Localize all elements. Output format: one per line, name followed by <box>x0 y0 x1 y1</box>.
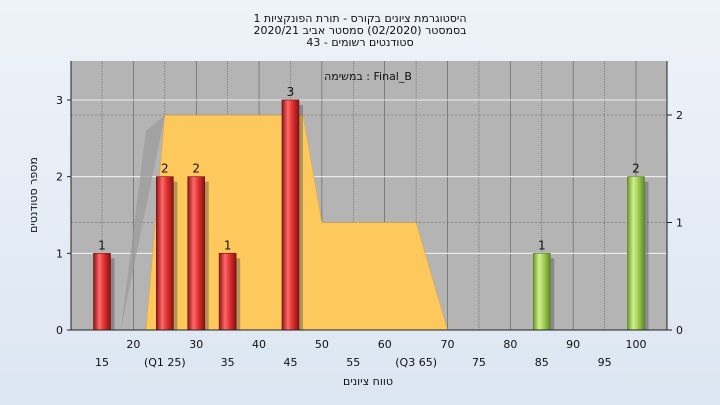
data-label-25: 2 <box>161 162 169 176</box>
data-label-layer: 1 2 2 1 3 1 2 <box>98 85 640 252</box>
x-tick-label-row2: 55 <box>346 356 360 369</box>
data-label-15: 1 <box>98 238 106 252</box>
x-tick-label-row2: (Q3 65) <box>395 356 437 369</box>
x-tick-label-row2: 45 <box>283 356 297 369</box>
bar-30 <box>187 176 206 331</box>
data-label-30: 2 <box>192 162 200 176</box>
x-tick-label-row2: 15 <box>95 356 109 369</box>
data-label-100: 2 <box>632 162 640 176</box>
x-tick-label-row1: 40 <box>252 338 266 351</box>
x-tick-label-row1: 20 <box>126 338 140 351</box>
x-tick-label-row1: 90 <box>566 338 580 351</box>
data-label-35: 1 <box>224 238 232 252</box>
chart-title-line-2: בסמסטר (02/2020) סמסטר אביב 2020/21 <box>253 24 466 37</box>
y-tick-label: 1 <box>56 247 63 260</box>
bar-15 <box>93 253 111 331</box>
x-tick-label-row2: 35 <box>221 356 235 369</box>
x-tick-label-row1: 80 <box>503 338 517 351</box>
x-tick-label-row2: 85 <box>535 356 549 369</box>
y2-tick-label: 2 <box>676 109 683 122</box>
quartile-area-shadow <box>120 115 165 330</box>
data-label-45: 3 <box>287 85 295 99</box>
bar-85 <box>532 253 551 331</box>
bar-35 <box>218 253 237 331</box>
x-tick-label-row1: 70 <box>441 338 455 351</box>
legend-text: במשימה : Final_B <box>324 70 412 83</box>
x-tick-label-row1: 30 <box>189 338 203 351</box>
x-tick-label-row1: 100 <box>626 338 647 351</box>
bar-100 <box>627 176 645 331</box>
x-tick-label-row2: 95 <box>598 356 612 369</box>
bar-25 <box>156 176 174 331</box>
y-axis-label: מספר סטודנטים <box>27 157 40 233</box>
x-axis-label: טווח ציונים <box>343 375 393 388</box>
bar-layer <box>93 99 649 331</box>
x-tick-label-row1: 50 <box>315 338 329 351</box>
y2-tick-label: 0 <box>676 324 683 337</box>
chart-title-line-1: היסטוגרמת ציונים בקורס - תורת הפונקציות … <box>253 12 466 25</box>
y-tick-label: 3 <box>56 94 63 107</box>
data-label-85: 1 <box>538 238 546 252</box>
y2-tick-label: 1 <box>676 217 683 230</box>
x-tick-label-row2: (Q1 25) <box>144 356 186 369</box>
x-tick-label-row2: 75 <box>472 356 486 369</box>
x-tick-label-row1: 60 <box>378 338 392 351</box>
chart-title-line-3: סטודנטים רשומים - 43 <box>306 36 413 49</box>
bar-45 <box>281 99 300 331</box>
y-tick-label: 2 <box>56 171 63 184</box>
y-tick-label: 0 <box>56 324 63 337</box>
